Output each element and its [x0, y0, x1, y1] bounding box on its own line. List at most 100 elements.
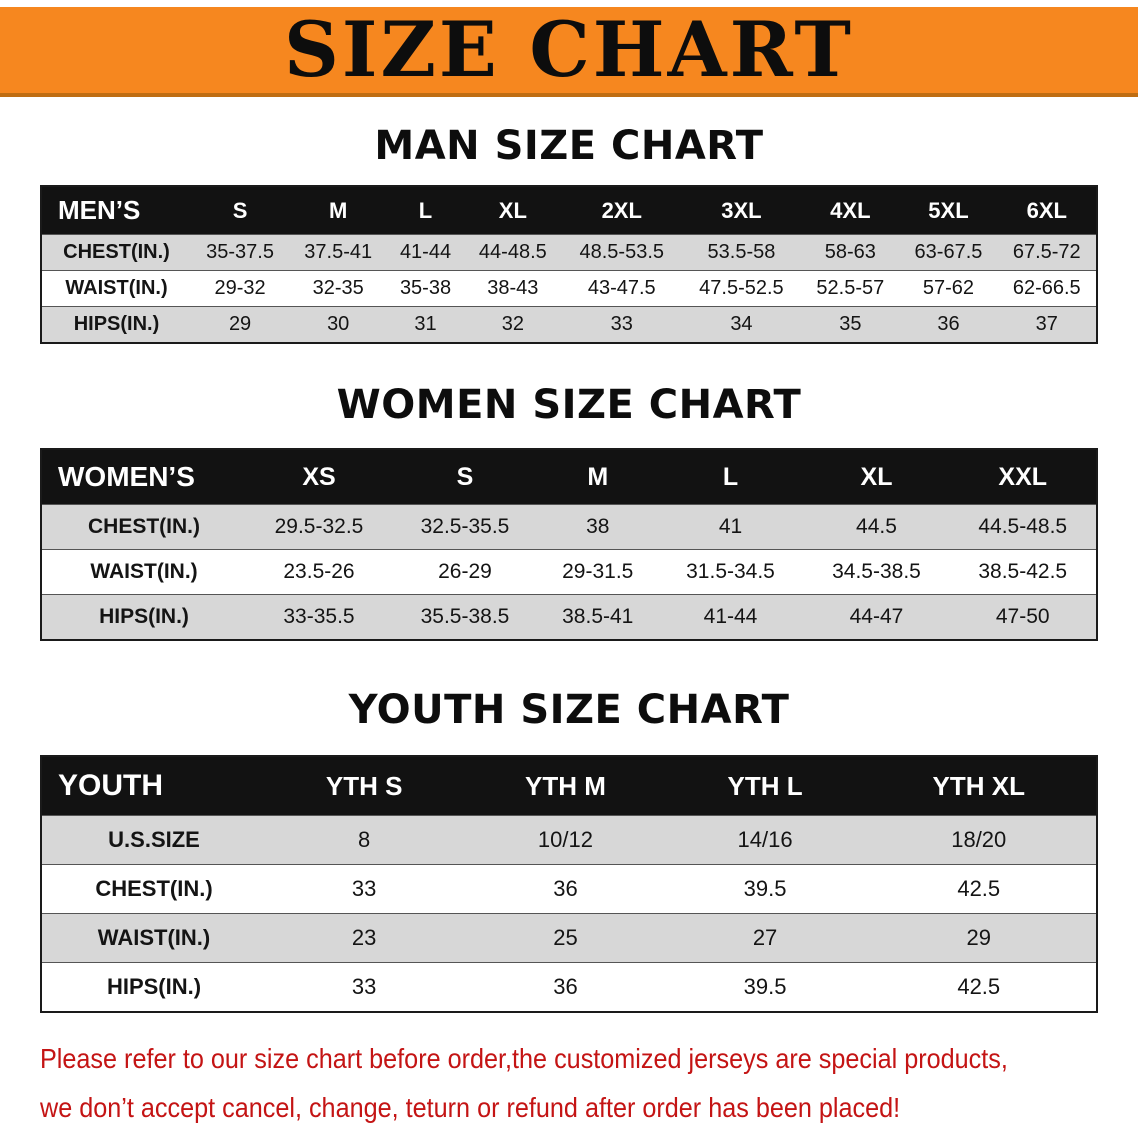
size-value: 36	[553, 876, 578, 901]
size-value: 43-47.5	[587, 277, 656, 299]
table-row: HIPS(IN.) 29 30 31 32 33 34 35 36 37	[41, 306, 1097, 343]
row-label: WAIST(IN.)	[97, 925, 211, 950]
size-chart-banner: SIZE CHART	[0, 7, 1138, 97]
table-row: WAIST(IN.) 23.5-26 26-29 29-31.5 31.5-34.5 34…	[41, 549, 1097, 595]
table-row: U.S.SIZE 8 10/12 14/16 18/20	[41, 815, 1097, 865]
size-value: 35-38	[399, 277, 452, 299]
row-label: CHEST(IN.)	[88, 515, 200, 538]
youth-size-section: YOUTH SIZE CHART YOUTH YTH S YTH M YTH L YTH…	[0, 687, 1138, 1013]
size-value: 18/20	[951, 827, 1007, 852]
youth-size-table: YOUTH YTH S YTH M YTH L YTH XL U.S.SIZE 8 10/12…	[40, 755, 1098, 1013]
size-value: 48.5-53.5	[579, 241, 664, 263]
row-label: U.S.SIZE	[108, 827, 200, 852]
size-value: 63-67.5	[914, 241, 983, 263]
size-column-header: XL	[860, 462, 893, 491]
size-column-header: S	[232, 197, 248, 223]
size-value: 38	[586, 515, 610, 538]
size-column-header: M	[587, 462, 609, 491]
size-column-header: S	[456, 462, 474, 491]
size-value: 26-29	[438, 560, 492, 583]
women-size-section: WOMEN SIZE CHART WOMEN’S XS S M L XL XXL CHEST(…	[0, 382, 1138, 641]
size-value: 44.5	[856, 515, 897, 538]
size-column-header: L	[722, 462, 739, 491]
size-value: 35.5-38.5	[420, 605, 510, 628]
table-row: HIPS(IN.) 33-35.5 35.5-38.5 38.5-41 41-44 44-…	[41, 594, 1097, 640]
size-value: 32-35	[312, 277, 364, 299]
men-size-section: MAN SIZE CHART MEN’S S M L XL 2XL 3XL 4XL 5XL 6XL…	[0, 123, 1138, 344]
size-value: 35	[839, 313, 862, 335]
men-size-table: MEN’S S M L XL 2XL 3XL 4XL 5XL 6XL CHEST(IN.) 35-37…	[40, 185, 1098, 344]
table-title-cell: WOMEN’S	[58, 461, 195, 492]
size-value: 34	[730, 313, 753, 335]
size-value: 31	[414, 313, 437, 335]
row-label: CHEST(IN.)	[63, 241, 170, 263]
table-row: WAIST(IN.) 29-32 32-35 35-38 38-43 43-47.5 47.…	[41, 270, 1097, 307]
row-label: HIPS(IN.)	[99, 605, 189, 628]
size-value: 58-63	[824, 241, 876, 263]
size-column-header: 3XL	[721, 197, 762, 223]
size-value: 31.5-34.5	[686, 560, 775, 583]
table-row: CHEST(IN.) 33 36 39.5 42.5	[41, 864, 1097, 914]
table-row: HIPS(IN.) 33 36 39.5 42.5	[41, 962, 1097, 1012]
row-label: HIPS(IN.)	[106, 974, 202, 999]
size-value: 32.5-35.5	[420, 515, 510, 538]
size-column-header: L	[418, 197, 433, 223]
size-value: 38.5-42.5	[978, 560, 1068, 583]
size-value: 33-35.5	[283, 605, 355, 628]
size-value: 23.5-26	[283, 560, 355, 583]
size-column-header: XXL	[998, 462, 1048, 491]
size-value: 23	[351, 925, 377, 950]
size-value: 52.5-57	[816, 277, 885, 299]
size-value: 14/16	[737, 827, 793, 852]
size-value: 33	[351, 876, 377, 901]
banner-title: SIZE CHART	[284, 5, 854, 94]
size-value: 57-62	[922, 277, 975, 299]
disclaimer-line-2: we don’t accept cancel, change, teturn o…	[40, 1092, 901, 1124]
size-column-header: YTH XL	[932, 770, 1025, 801]
size-value: 39.5	[743, 974, 787, 999]
size-column-header: YTH M	[525, 770, 606, 801]
size-value: 39.5	[743, 876, 787, 901]
size-value: 44-48.5	[478, 241, 547, 263]
size-value: 29	[228, 313, 252, 335]
men-section-heading: MAN SIZE CHART	[374, 123, 764, 169]
table-row: CHEST(IN.) 29.5-32.5 32.5-35.5 38 41 44.5 44.5…	[41, 504, 1097, 550]
size-value: 29-31.5	[562, 560, 634, 583]
size-value: 34.5-38.5	[832, 560, 921, 583]
size-value: 29.5-32.5	[274, 515, 364, 538]
size-column-header: XL	[498, 197, 527, 223]
size-value: 37	[1035, 313, 1058, 335]
size-value: 38-43	[487, 277, 539, 299]
size-value: 36	[553, 974, 578, 999]
women-section-heading: WOMEN SIZE CHART	[336, 382, 802, 428]
size-column-header: YTH L	[727, 770, 803, 801]
size-value: 32	[501, 313, 524, 335]
size-table-header-row: WOMEN’S XS S M L XL XXL	[41, 449, 1097, 505]
size-value: 62-66.5	[1012, 277, 1081, 299]
size-value: 41-44	[399, 241, 452, 263]
size-column-header: 5XL	[928, 197, 969, 223]
size-value: 47-50	[995, 605, 1050, 628]
size-value: 47.5-52.5	[699, 277, 784, 299]
order-disclaimer: Please refer to our size chart before or…	[40, 1039, 1138, 1127]
size-value: 41	[718, 515, 743, 538]
size-value: 30	[327, 313, 350, 335]
size-column-header: 4XL	[830, 197, 871, 223]
size-value: 29-32	[214, 277, 266, 299]
size-value: 33	[351, 974, 377, 999]
disclaimer-line-1: Please refer to our size chart before or…	[40, 1043, 1008, 1074]
size-value: 8	[358, 827, 371, 852]
size-value: 41-44	[703, 605, 758, 628]
youth-section-heading: YOUTH SIZE CHART	[348, 687, 790, 733]
size-value: 29	[966, 925, 991, 950]
table-row: CHEST(IN.) 35-37.5 37.5-41 41-44 44-48.5 48.5…	[41, 234, 1097, 271]
size-value: 10/12	[537, 827, 593, 852]
size-column-header: 2XL	[601, 197, 642, 223]
table-row: WAIST(IN.) 23 25 27 29	[41, 913, 1097, 963]
row-label: WAIST(IN.)	[90, 560, 198, 583]
size-column-header: M	[329, 197, 348, 223]
size-table-header-row: MEN’S S M L XL 2XL 3XL 4XL 5XL 6XL	[41, 186, 1097, 235]
row-label: CHEST(IN.)	[95, 876, 213, 901]
size-column-header: YTH S	[325, 770, 403, 801]
size-table-header-row: YOUTH YTH S YTH M YTH L YTH XL	[41, 756, 1097, 816]
